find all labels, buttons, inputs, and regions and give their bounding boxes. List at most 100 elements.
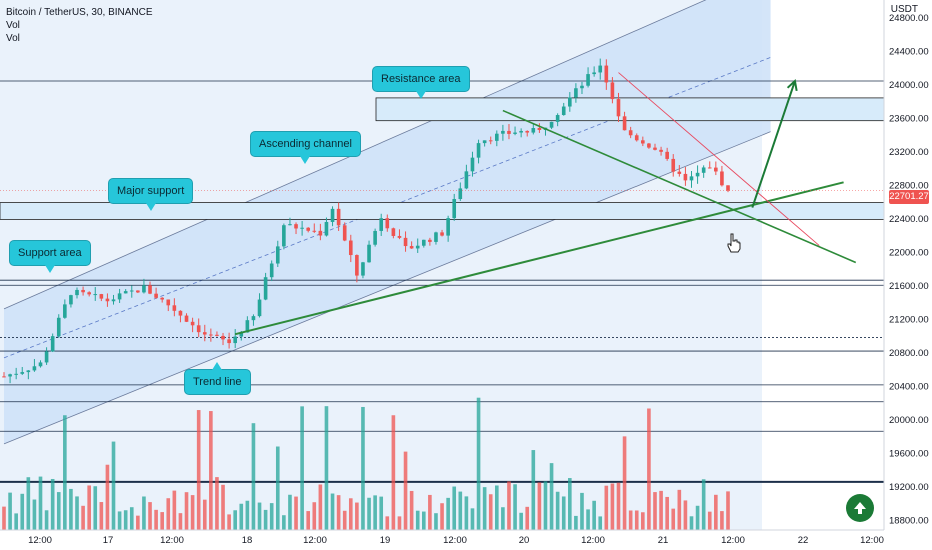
volume-bar [647, 408, 651, 530]
volume-bar [117, 511, 122, 530]
descending-support-line [502, 109, 857, 264]
volume-bar [251, 423, 256, 530]
volume-bar [221, 484, 225, 530]
volume-bar [233, 510, 238, 530]
volume-bar [622, 436, 627, 530]
volume-bar [671, 508, 676, 530]
time-tick-label: 17 [103, 535, 114, 546]
volume-bar [373, 495, 377, 530]
candle [245, 320, 250, 333]
candle [446, 218, 450, 236]
candle [707, 167, 712, 169]
candle [166, 299, 171, 306]
projection-arrow-head [786, 79, 798, 92]
volume-bar [555, 491, 560, 530]
candle [488, 140, 493, 142]
candle [239, 332, 244, 337]
candle [610, 82, 615, 100]
volume-indicator-label-2[interactable]: Vol [6, 33, 20, 44]
candle [519, 130, 523, 133]
candle [221, 335, 225, 340]
price-tick-label: 24800.00 [889, 13, 929, 24]
candle [306, 227, 311, 231]
volume-bar [202, 499, 207, 530]
candle [44, 351, 49, 363]
candle [129, 290, 134, 292]
volume-bar [239, 503, 244, 530]
candle [257, 299, 262, 317]
volume-bar [720, 511, 724, 530]
candle [659, 149, 663, 152]
volume-bar [494, 485, 499, 530]
volume-bar [726, 491, 730, 530]
candle [342, 225, 347, 241]
volume-bar [391, 415, 396, 530]
volume-bar [385, 516, 390, 530]
candle [172, 305, 177, 311]
arrow-up-circle-icon[interactable] [846, 494, 874, 522]
candle [196, 325, 201, 333]
candle [440, 232, 444, 236]
support-area-callout: Support area [9, 240, 91, 273]
volume-bar [574, 515, 578, 530]
volume-bar [129, 507, 134, 530]
volume-bar [397, 516, 402, 530]
price-tick-label: 23600.00 [889, 114, 929, 125]
candle [641, 140, 645, 144]
candle [324, 221, 329, 236]
volume-bar [56, 492, 61, 530]
resistance-zone [375, 97, 885, 122]
candle [318, 230, 323, 236]
hand-pointer-icon [726, 233, 742, 258]
candle [531, 128, 536, 133]
volume-bar [665, 496, 669, 530]
volume-bar [543, 481, 548, 530]
time-tick-label: 21 [658, 535, 669, 546]
projection-arrow [751, 80, 796, 208]
volume-bar [312, 502, 317, 530]
volume-bar [69, 488, 73, 530]
candle [300, 227, 304, 229]
volume-bar [184, 492, 189, 530]
candle [470, 157, 475, 172]
volume-bar [50, 478, 55, 530]
volume-bar [689, 516, 694, 530]
candle [604, 65, 609, 83]
candle [63, 304, 67, 318]
candle [275, 246, 280, 264]
candle [385, 218, 390, 229]
volume-bar [282, 515, 286, 530]
volume-bar [75, 496, 79, 530]
volume-bar [20, 493, 25, 530]
trend-line-label: Trend line [193, 376, 242, 388]
volume-bar [409, 490, 414, 530]
candle [288, 224, 292, 226]
candle [476, 143, 481, 158]
candle [136, 290, 140, 293]
price-tick-label: 24000.00 [889, 80, 929, 91]
volume-bar [586, 509, 590, 530]
volume-indicator-label[interactable]: Vol [6, 20, 20, 31]
volume-bar [14, 513, 18, 530]
candle [397, 235, 402, 238]
volume-bar [2, 506, 6, 530]
volume-bar [470, 508, 475, 530]
volume-bar [306, 511, 311, 530]
candle [714, 167, 718, 172]
volume-bar [44, 510, 49, 530]
candle [81, 289, 85, 293]
volume-bar [227, 514, 231, 530]
candle [336, 208, 341, 226]
candle [233, 336, 238, 344]
volume-bar [695, 505, 700, 530]
candle [574, 88, 578, 98]
volume-bar [458, 491, 463, 530]
candle [525, 130, 530, 133]
candle [403, 237, 408, 247]
volume-bar [105, 464, 110, 530]
time-tick-label: 12:00 [721, 535, 745, 546]
volume-bar [172, 490, 177, 530]
candle [123, 291, 128, 294]
volume-bar [561, 496, 566, 530]
